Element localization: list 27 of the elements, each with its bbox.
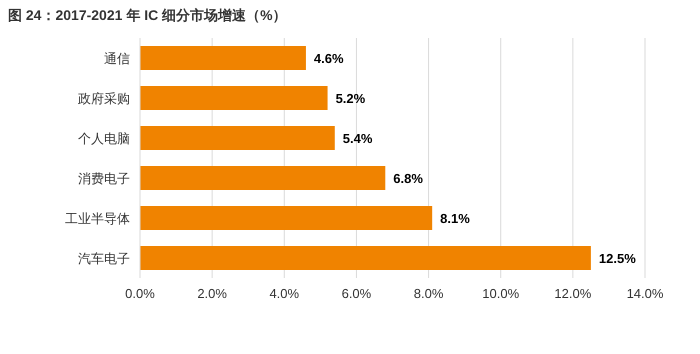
data-label: 6.8% bbox=[393, 171, 424, 186]
data-label: 5.4% bbox=[342, 131, 373, 146]
data-label: 4.6% bbox=[314, 51, 344, 66]
x-tick-label: 8.0% bbox=[414, 286, 444, 301]
y-tick-label: 通信 bbox=[104, 51, 130, 66]
bar bbox=[140, 86, 328, 110]
y-tick-label: 政府采购 bbox=[78, 91, 130, 106]
bar bbox=[140, 46, 306, 70]
x-tick-label: 2.0% bbox=[197, 286, 228, 301]
data-label: 5.2% bbox=[336, 91, 366, 106]
y-tick-label: 个人电脑 bbox=[78, 131, 130, 146]
bar bbox=[140, 206, 432, 230]
x-tick-label: 0.0% bbox=[125, 286, 156, 301]
x-tick-label: 10.0% bbox=[482, 286, 520, 301]
y-tick-label: 汽车电子 bbox=[78, 251, 130, 266]
bar bbox=[140, 126, 335, 150]
x-tick-label: 12.0% bbox=[554, 286, 592, 301]
data-label: 8.1% bbox=[440, 211, 470, 226]
bar bbox=[140, 166, 386, 190]
x-tick-label: 6.0% bbox=[342, 286, 372, 301]
chart-title: 图 24：2017-2021 年 IC 细分市场增速（%） bbox=[8, 7, 287, 23]
x-tick-label: 4.0% bbox=[269, 286, 300, 301]
y-tick-label: 消费电子 bbox=[78, 171, 130, 186]
x-tick-label: 14.0% bbox=[626, 286, 664, 301]
y-tick-label: 工业半导体 bbox=[65, 211, 130, 226]
bar bbox=[140, 246, 591, 270]
data-label: 12.5% bbox=[598, 251, 636, 266]
